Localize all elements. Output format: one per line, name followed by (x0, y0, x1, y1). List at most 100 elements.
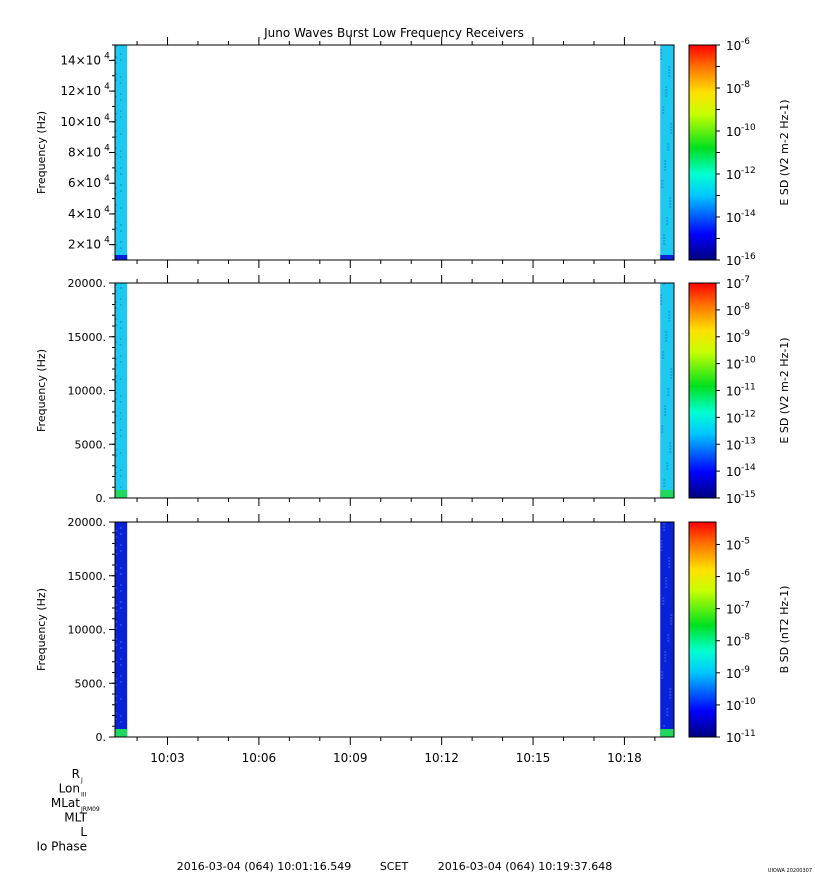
spectrogram-speckle (120, 550, 122, 552)
spectrogram-speckle (115, 244, 117, 246)
y-tick-label: 0. (96, 731, 107, 744)
spectrogram-speckle (115, 318, 117, 320)
spectrogram-speckle (660, 540, 663, 542)
spectrogram-speckle (115, 187, 117, 189)
colorbar-tick-exponent: -6 (741, 569, 750, 579)
colorbar-tick-exponent: -14 (741, 209, 756, 219)
low-frequency-band (115, 490, 128, 498)
y-tick-label: 14×10 (60, 53, 101, 67)
spectrogram-speckle (660, 300, 663, 302)
spectrogram-speckle (120, 304, 122, 306)
spectrogram-speckle (664, 411, 667, 413)
colorbar-tick-label: 10 (726, 82, 741, 96)
spectrogram-speckle (120, 401, 122, 403)
spectrogram-speckle (665, 580, 668, 582)
spectrogram-speckle (661, 428, 664, 430)
spectrogram-speckle (115, 392, 117, 394)
spectrogram-speckle (120, 533, 122, 535)
spectrogram-speckle (115, 96, 117, 98)
spectrogram-speckle (663, 485, 666, 487)
spectrogram-speckle (120, 641, 122, 643)
spectrogram-speckle (662, 600, 665, 602)
spectrogram-speckle (120, 344, 122, 346)
colorbar-tick-exponent: -6 (741, 37, 750, 47)
spectrogram-speckle (115, 210, 117, 212)
spectrogram-speckle (670, 623, 673, 625)
ephemeris-label: MLT (64, 811, 87, 825)
spectrogram-speckle (115, 375, 117, 377)
spectrogram-speckle (115, 170, 117, 172)
spectrogram-speckle (662, 106, 665, 108)
spectrogram-speckle (115, 415, 117, 417)
spectrogram-speckle (669, 697, 672, 699)
spectrogram-speckle (115, 56, 117, 58)
spectrogram-speckle (120, 150, 122, 152)
spectrogram-speckle (115, 62, 117, 64)
colorbar-tick-exponent: -10 (741, 356, 756, 366)
y-tick-label: 15000. (68, 331, 107, 344)
spectrogram-speckle (115, 712, 117, 714)
y-tick-label: 2×10 (68, 238, 101, 252)
spectrogram-speckle (667, 149, 670, 151)
spectrogram-speckle (115, 638, 117, 640)
colorbar-tick-label: 10 (726, 731, 741, 745)
ephemeris-label: L (80, 825, 87, 839)
footer-scet-label: SCET (380, 860, 409, 873)
spectrogram-speckle (115, 718, 117, 720)
spectrogram-speckle (115, 610, 117, 612)
spectrogram-speckle (120, 355, 122, 357)
spectrogram-speckle (668, 557, 671, 559)
colorbar-tick-exponent: -7 (741, 275, 750, 285)
y-axis-label: Frequency (Hz) (35, 588, 48, 671)
spectrogram-speckle (661, 183, 664, 185)
ephemeris-label: R (72, 767, 80, 781)
spectrogram-speckle (115, 364, 117, 366)
plot-frame (114, 282, 675, 499)
spectrogram-speckle (115, 432, 117, 434)
y-axis-label: Frequency (Hz) (35, 349, 48, 432)
ephemeris-label: MLat (51, 796, 80, 810)
spectrogram-column (660, 45, 674, 260)
spectrogram-speckle (115, 221, 117, 223)
spectrogram-speckle (662, 351, 665, 353)
spectrogram-speckle (115, 547, 117, 549)
spectrogram-speckle (120, 624, 122, 626)
time-tick-label: 10:03 (150, 751, 185, 765)
spectrogram-speckle (120, 412, 122, 414)
spectrogram-speckle (120, 338, 122, 340)
ephemeris-label: Lon (59, 782, 80, 796)
y-tick-label: 20000. (68, 277, 107, 290)
colorbar-label: E SD (V2 m-2 Hz-1) (778, 99, 791, 205)
colorbar-tick-exponent: -12 (741, 409, 756, 419)
colorbar-tick-label: 10 (726, 465, 741, 479)
spectrogram-speckle (120, 721, 122, 723)
spectrogram-speckle (115, 358, 117, 360)
ephemeris-label-sub: JRM09 (80, 806, 100, 813)
spectrogram-speckle (666, 220, 669, 222)
spectrogram-speckle (663, 523, 666, 525)
spectrogram-speckle (666, 223, 669, 225)
y-tick-exponent: 4 (104, 51, 110, 61)
spectrogram-speckle (664, 163, 667, 165)
time-axis-labels: 10:03 10:06 10:09 10:12 10:15 10:18 (150, 751, 642, 765)
spectrogram-speckle (670, 617, 673, 619)
spectrogram-speckle (661, 180, 664, 182)
colorbar-tick-exponent: -7 (741, 601, 750, 611)
spectrogram-speckle (663, 529, 666, 531)
spectrogram-column (660, 522, 674, 737)
spectrogram-speckle (660, 55, 663, 57)
colorbar-tick-exponent: -13 (741, 436, 756, 446)
spectrogram-speckle (115, 301, 117, 303)
spectrogram-speckle (660, 297, 663, 299)
colorbar-label: B SD (nT2 Hz-1) (778, 586, 791, 674)
spectrogram-speckle (660, 303, 663, 305)
spectrogram-speckle (120, 681, 122, 683)
spectrogram-speckle (115, 455, 117, 457)
spectrogram-speckle (120, 224, 122, 226)
colorbar-tick-exponent: -11 (741, 383, 756, 393)
colorbar-tick-label: 10 (726, 699, 741, 713)
spectrogram-speckle (668, 69, 671, 71)
spectrogram-speckle (667, 394, 670, 396)
spectrogram-speckle (667, 146, 670, 148)
